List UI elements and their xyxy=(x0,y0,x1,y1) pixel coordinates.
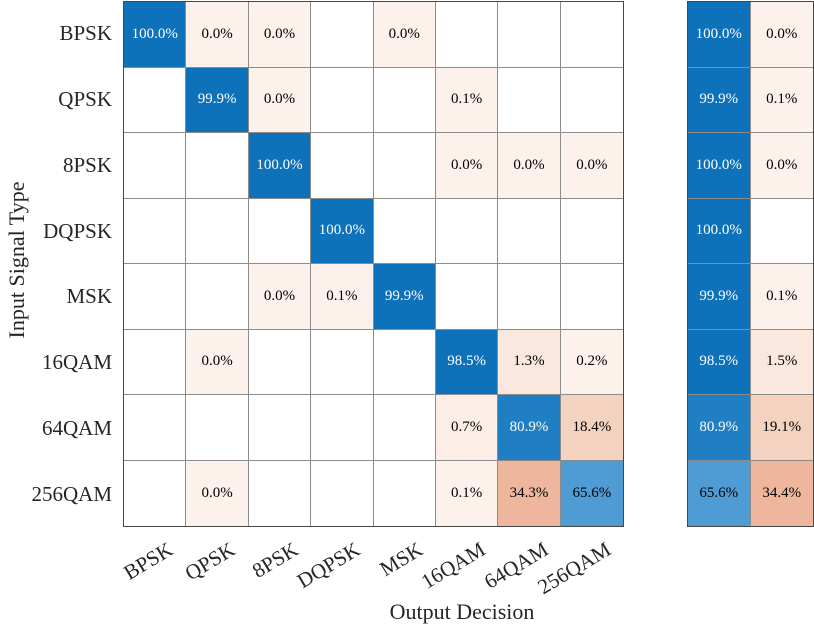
x-tick-label: BPSK xyxy=(119,537,177,585)
empty-cell xyxy=(124,67,187,133)
empty-cell xyxy=(311,133,374,199)
confusion-cell: 0.1% xyxy=(750,67,813,133)
diagonal-cell: 98.5% xyxy=(435,329,499,395)
empty-cell xyxy=(373,329,436,395)
y-tick-label: 8PSK xyxy=(62,152,112,177)
diagonal-cell: 100.0% xyxy=(311,198,374,264)
diagonal-cell: 99.9% xyxy=(373,264,436,330)
diagonal-cell: 100.0% xyxy=(248,133,312,199)
confusion-cell: 0.0% xyxy=(248,264,312,330)
confusion-cell: 34.3% xyxy=(498,460,561,526)
empty-cell xyxy=(186,395,249,461)
x-tick-label: QPSK xyxy=(180,537,240,586)
empty-cell xyxy=(560,264,623,330)
empty-cell xyxy=(124,133,187,199)
confusion-cell: 18.4% xyxy=(560,395,623,461)
x-tick-label: 8PSK xyxy=(247,537,302,583)
empty-cell xyxy=(248,329,312,395)
empty-cell xyxy=(124,198,187,264)
x-tick-label: DQPSK xyxy=(293,537,365,594)
empty-cell xyxy=(373,460,436,526)
empty-cell xyxy=(248,460,312,526)
diagonal-cell: 100.0% xyxy=(124,2,187,68)
x-tick-label: 16QAM xyxy=(417,537,490,594)
empty-cell xyxy=(560,198,623,264)
confusion-cell: 0.0% xyxy=(248,2,312,68)
row-labels: BPSK QPSK 8PSK DQPSK MSK 16QAM 64QAM 256QAM xyxy=(0,1,117,527)
confusion-cell: 0.7% xyxy=(435,395,499,461)
diagonal-cell: 100.0% xyxy=(688,198,751,264)
x-axis-label: Output Decision xyxy=(389,599,535,624)
diagonal-cell: 99.9% xyxy=(688,264,751,330)
empty-cell xyxy=(373,67,436,133)
y-tick-label: QPSK xyxy=(58,87,112,112)
diagonal-cell: 80.9% xyxy=(688,395,751,461)
empty-cell xyxy=(124,395,187,461)
empty-cell xyxy=(373,133,436,199)
confusion-cell: 0.0% xyxy=(248,67,312,133)
empty-cell xyxy=(311,2,374,68)
empty-cell xyxy=(498,2,561,68)
summary-grid: 100.0% 0.0% 99.9% 0.1% 100.0% 0.0% 100.0% 99.9%… xyxy=(687,1,814,527)
empty-cell xyxy=(124,460,187,526)
confusion-cell: 0.0% xyxy=(186,460,249,526)
confusion-cell: 0.0% xyxy=(750,133,813,199)
diagonal-cell: 65.6% xyxy=(688,460,751,526)
confusion-cell: 0.2% xyxy=(560,329,623,395)
empty-cell xyxy=(560,2,623,68)
empty-cell xyxy=(311,329,374,395)
y-tick-label: BPSK xyxy=(59,21,112,46)
empty-cell xyxy=(560,67,623,133)
diagonal-cell: 99.9% xyxy=(688,67,751,133)
diagonal-cell: 100.0% xyxy=(688,2,751,68)
empty-cell xyxy=(498,67,561,133)
empty-cell xyxy=(750,198,813,264)
empty-cell xyxy=(498,198,561,264)
confusion-cell: 0.1% xyxy=(435,460,499,526)
diagonal-cell: 65.6% xyxy=(560,460,623,526)
confusion-cell: 0.0% xyxy=(186,329,249,395)
empty-cell xyxy=(435,264,499,330)
confusion-cell: 0.1% xyxy=(435,67,499,133)
confusion-cell: 0.1% xyxy=(750,264,813,330)
confusion-cell: 19.1% xyxy=(750,395,813,461)
y-tick-label: 256QAM xyxy=(31,481,112,506)
empty-cell xyxy=(124,329,187,395)
empty-cell xyxy=(311,460,374,526)
empty-cell xyxy=(124,264,187,330)
diagonal-cell: 80.9% xyxy=(498,395,561,461)
empty-cell xyxy=(248,198,312,264)
empty-cell xyxy=(186,198,249,264)
y-tick-label: DQPSK xyxy=(43,218,112,243)
empty-cell xyxy=(373,198,436,264)
empty-cell xyxy=(311,395,374,461)
empty-cell xyxy=(373,395,436,461)
confusion-cell: 0.0% xyxy=(373,2,436,68)
empty-cell xyxy=(186,133,249,199)
y-tick-label: MSK xyxy=(66,284,112,309)
confusion-cell: 1.5% xyxy=(750,329,813,395)
empty-cell xyxy=(498,264,561,330)
confusion-grid: 100.0% 0.0% 0.0% 0.0% 99.9% 0.0% 0.1% 100.0% 0.0… xyxy=(123,1,624,527)
empty-cell xyxy=(311,67,374,133)
empty-cell xyxy=(435,2,499,68)
diagonal-cell: 100.0% xyxy=(688,133,751,199)
y-tick-label: 16QAM xyxy=(41,350,112,375)
empty-cell xyxy=(186,264,249,330)
diagonal-cell: 99.9% xyxy=(186,67,249,133)
confusion-cell: 0.0% xyxy=(435,133,499,199)
diagonal-cell: 98.5% xyxy=(688,329,751,395)
confusion-cell: 0.1% xyxy=(311,264,374,330)
empty-cell xyxy=(248,395,312,461)
confusion-cell: 0.0% xyxy=(498,133,561,199)
confusion-cell: 0.0% xyxy=(186,2,249,68)
confusion-cell: 0.0% xyxy=(560,133,623,199)
y-tick-label: 64QAM xyxy=(41,415,112,440)
confusion-cell: 0.0% xyxy=(750,2,813,68)
confusion-cell: 1.3% xyxy=(498,329,561,395)
empty-cell xyxy=(435,198,499,264)
confusion-cell: 34.4% xyxy=(750,460,813,526)
